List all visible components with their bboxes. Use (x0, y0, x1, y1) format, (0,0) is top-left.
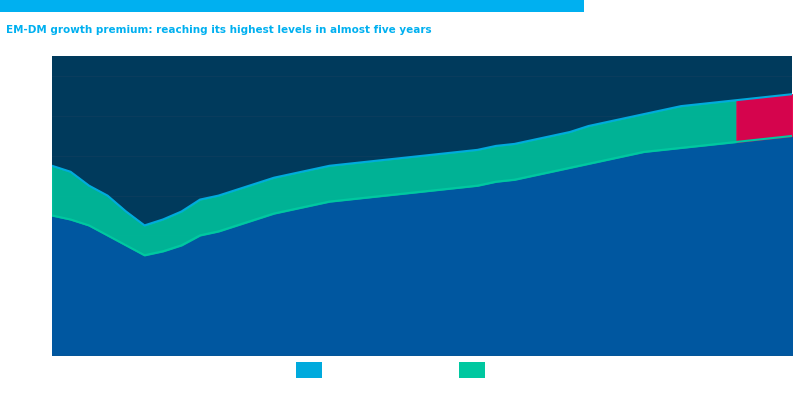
Text: DM GDP growth: DM GDP growth (492, 365, 563, 374)
Bar (0, 0, 584, 12)
Text: EM-DM growth premium: reaching its highest levels in almost five years: EM-DM growth premium: reaching its highe… (6, 25, 432, 35)
Text: EM GDP growth: EM GDP growth (330, 365, 399, 374)
Bar (296, 362, 322, 378)
Bar (459, 362, 485, 378)
